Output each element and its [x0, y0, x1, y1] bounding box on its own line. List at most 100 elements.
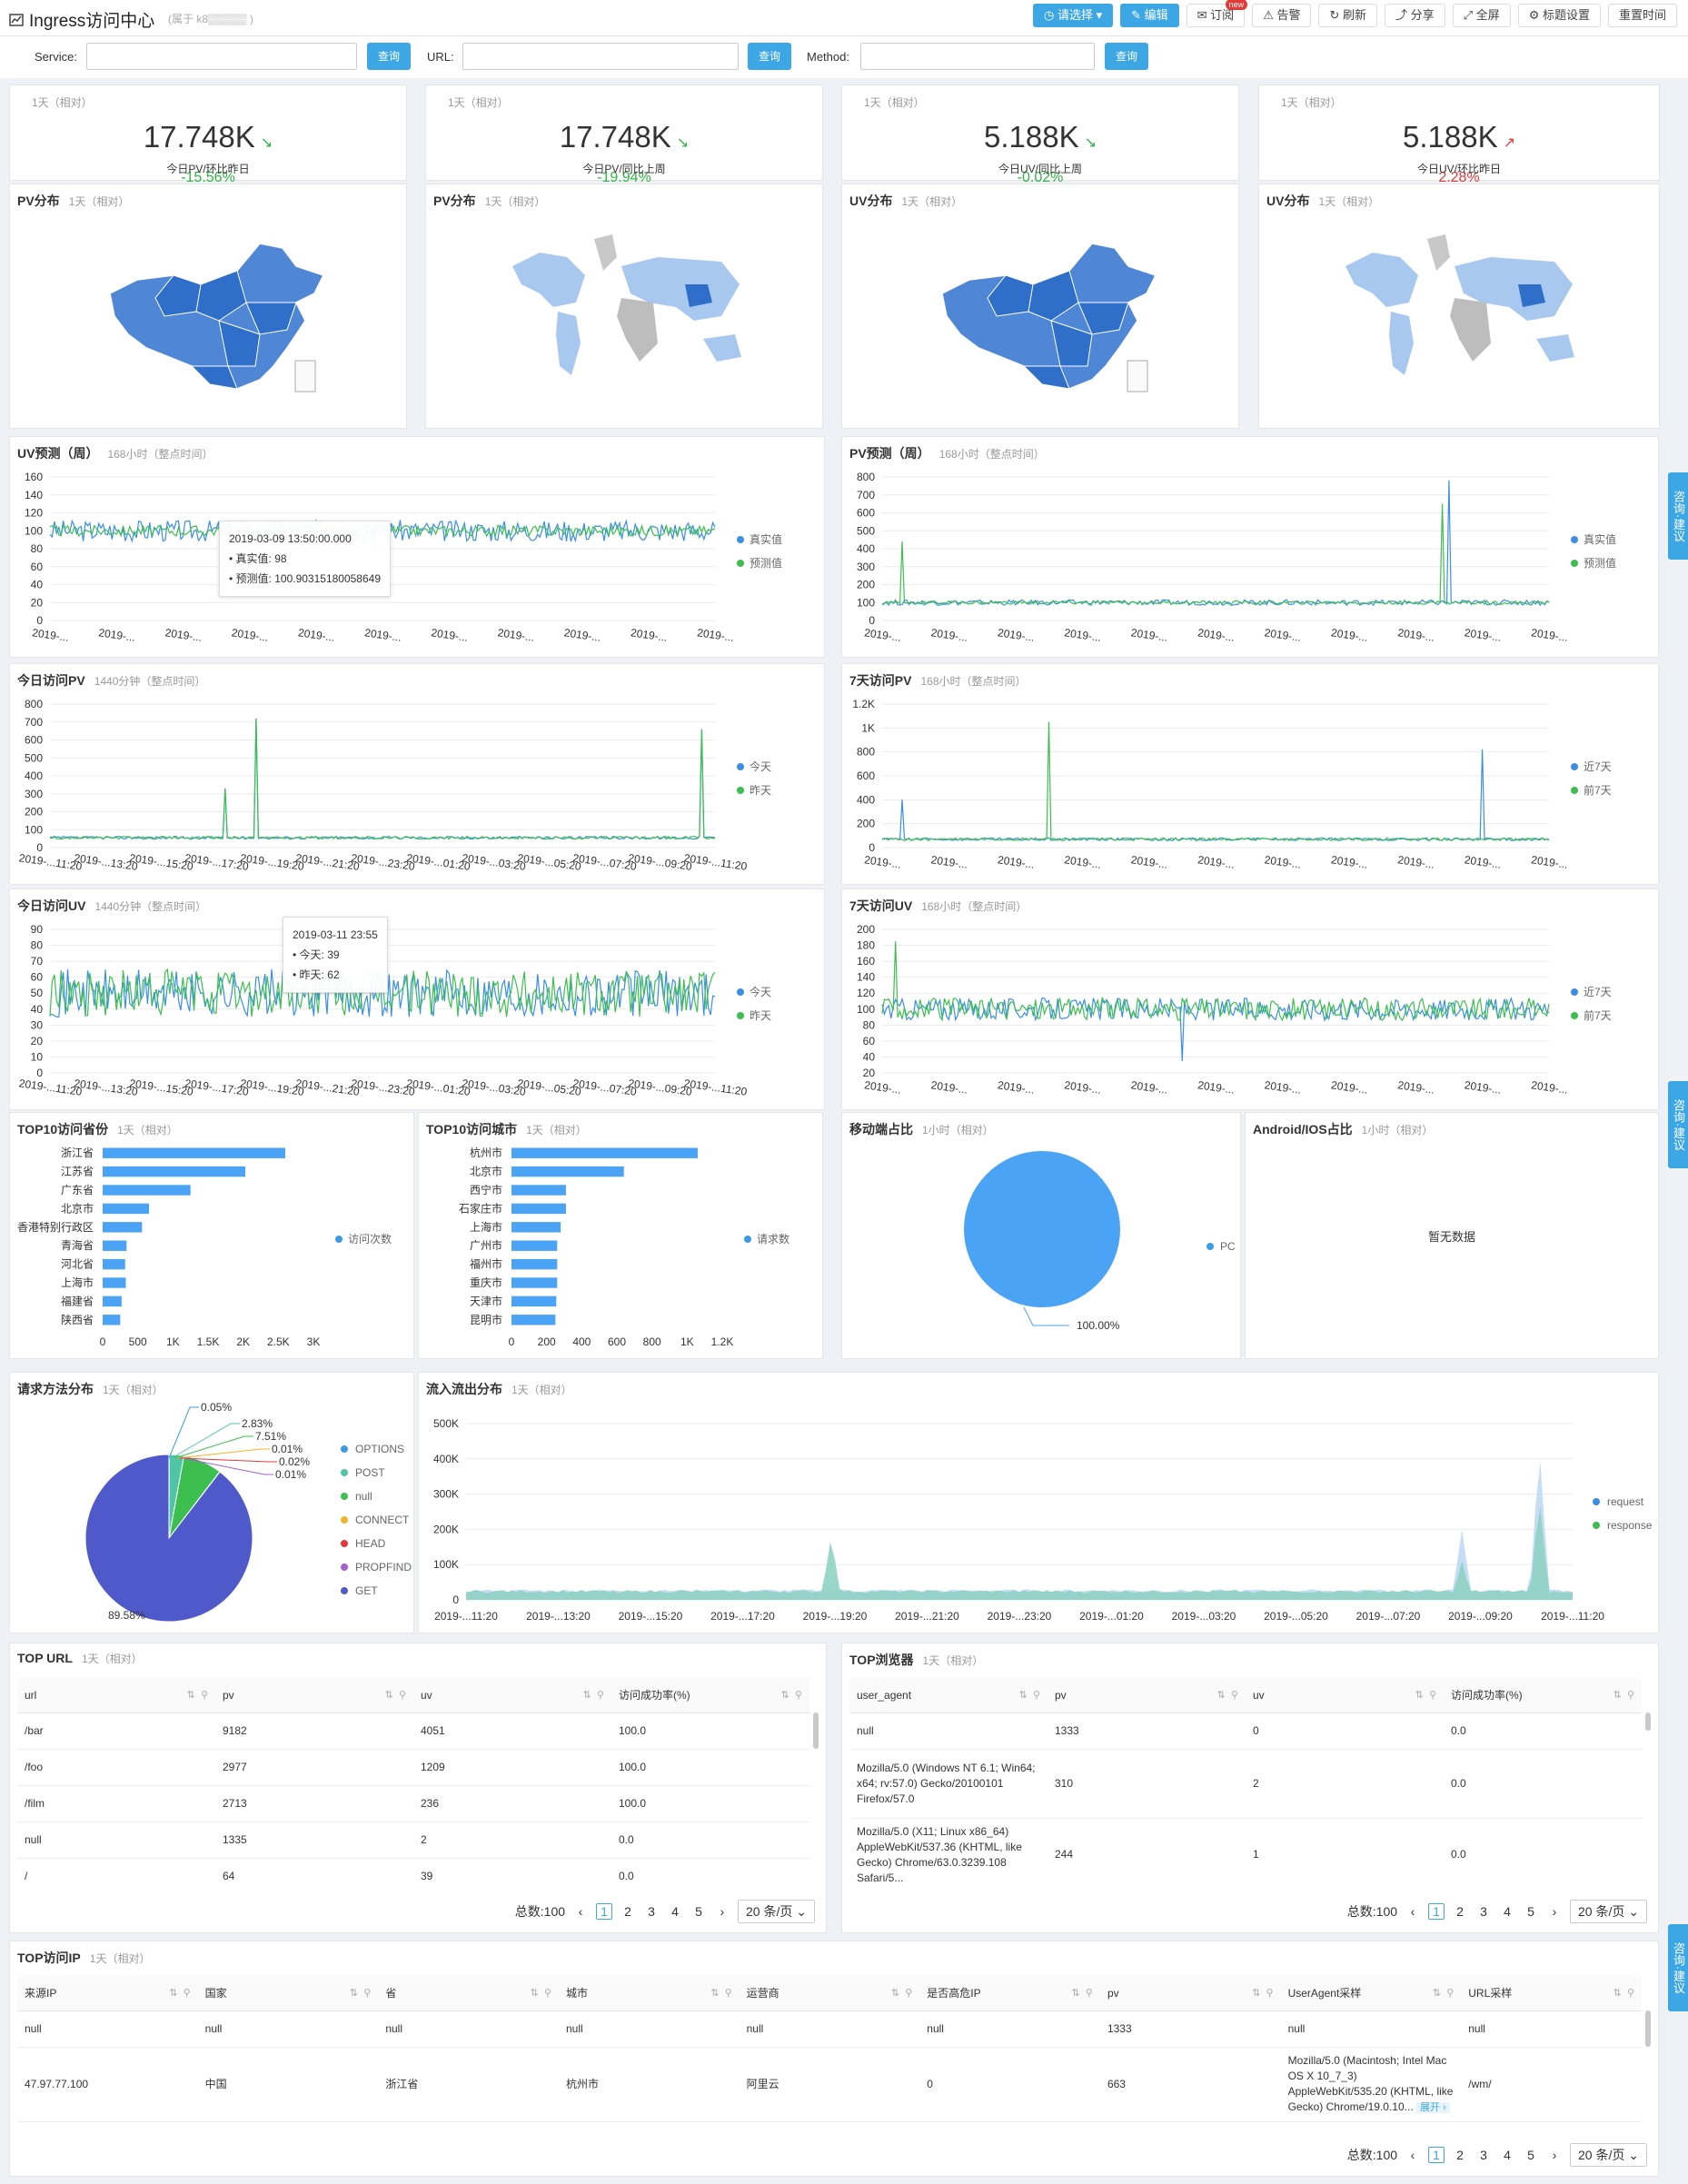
column-header[interactable]: uv ⇅ ⚲	[413, 1678, 611, 1713]
page-button[interactable]: 2	[1456, 2148, 1464, 2162]
bar	[103, 1296, 122, 1307]
feedback-tab[interactable]: 咨询·建议	[1668, 1081, 1688, 1168]
table-row[interactable]: 47.97.77.100 中国 浙江省 杭州市 阿里云 0 663 Mozilla/5.0 (…	[17, 2047, 1642, 2122]
page-button[interactable]: 5	[695, 1904, 702, 1919]
table-row[interactable]: Mozilla/5.0 (X11; Linux x86_64) AppleWeb…	[849, 1818, 1642, 1891]
android-ios-card: Android/IOS占比 1小时（相对） 暂无数据	[1245, 1112, 1659, 1359]
column-header[interactable]: 运营商 ⇅ ⚲	[739, 1976, 920, 2011]
x-tick-label: 1K	[166, 1335, 180, 1348]
x-tick-label: 2019-...	[1130, 626, 1168, 644]
page-size-select[interactable]: 20 条/页 ⌄	[1570, 2143, 1647, 2167]
table-row[interactable]: Mozilla/5.0 (Windows NT 6.1; Win64; x64;…	[849, 1749, 1642, 1819]
next-page-button[interactable]: ›	[1552, 1904, 1557, 1919]
alert-button[interactable]: ⚠ 告警	[1252, 4, 1312, 27]
page-button[interactable]: 4	[1504, 2148, 1511, 2162]
x-tick-label: 2019-...11:20	[683, 851, 748, 873]
bar-category-label: 河北省	[61, 1258, 94, 1271]
column-header[interactable]: pv ⇅ ⚲	[1048, 1678, 1246, 1713]
column-header[interactable]: pv ⇅ ⚲	[215, 1678, 413, 1713]
scrollbar[interactable]	[1645, 2010, 1651, 2047]
column-header[interactable]: URL采样 ⇅ ⚲	[1461, 1976, 1642, 2011]
prev-page-button[interactable]: ‹	[1410, 1904, 1415, 1919]
service-query-button[interactable]: 查询	[367, 43, 411, 70]
table-row[interactable]: /64 39 0.0	[17, 1858, 809, 1891]
feedback-tab[interactable]: 咨询·建议	[1668, 472, 1688, 560]
table-row[interactable]: null null null null null null 1333 null null	[17, 2010, 1642, 2048]
expand-link[interactable]: 展开 ›	[1416, 2101, 1450, 2113]
page-button[interactable]: 1	[1428, 2147, 1445, 2163]
page-button[interactable]: 3	[1480, 1904, 1487, 1919]
url-query-button[interactable]: 查询	[748, 43, 791, 70]
select-dropdown[interactable]: ◷ 请选择 ▾	[1033, 4, 1114, 27]
x-tick-label: 0	[100, 1335, 106, 1348]
page-button[interactable]: 2	[624, 1904, 631, 1919]
table-row[interactable]: null 1335 2 0.0	[17, 1822, 809, 1859]
column-header[interactable]: 访问成功率(%) ⇅ ⚲	[611, 1678, 809, 1713]
legend-dot	[341, 1540, 348, 1547]
column-header[interactable]: user_agent ⇅ ⚲	[849, 1678, 1048, 1713]
page-size-select[interactable]: 20 条/页 ⌄	[738, 1900, 815, 1923]
table-row[interactable]: null 1333 0 0.0	[849, 1712, 1642, 1750]
legend-dot	[1593, 1522, 1600, 1529]
table-cell: 0.0	[611, 1822, 809, 1859]
refresh-button[interactable]: ↻ 刷新	[1318, 4, 1378, 27]
column-header[interactable]: uv ⇅ ⚲	[1246, 1678, 1444, 1713]
column-header[interactable]: 城市 ⇅ ⚲	[558, 1976, 740, 2011]
column-header[interactable]: 省 ⇅ ⚲	[378, 1976, 559, 2011]
x-tick-label: 2019-...	[1530, 853, 1568, 871]
series-line	[881, 721, 1550, 842]
column-header[interactable]: 国家 ⇅ ⚲	[197, 1976, 379, 2011]
page-button[interactable]: 3	[648, 1904, 655, 1919]
column-header[interactable]: url ⇅ ⚲	[17, 1678, 215, 1713]
title-settings-button[interactable]: ⚙ 标题设置	[1517, 4, 1601, 27]
reset-time-button[interactable]: 重置时间	[1607, 4, 1677, 27]
column-header[interactable]: 来源IP ⇅ ⚲	[17, 1976, 198, 2011]
url-input[interactable]	[462, 43, 739, 70]
next-page-button[interactable]: ›	[720, 1904, 725, 1919]
page-button[interactable]: 4	[671, 1904, 679, 1919]
column-header[interactable]: 访问成功率(%) ⇅ ⚲	[1444, 1678, 1642, 1713]
page-button[interactable]: 5	[1527, 1904, 1534, 1919]
method-input[interactable]	[860, 43, 1095, 70]
page-button[interactable]: 1	[596, 1903, 613, 1920]
prev-page-button[interactable]: ‹	[1410, 2148, 1415, 2162]
table-row[interactable]: /foo 2977 1209 100.0	[17, 1749, 809, 1786]
card-title: PV分布 1天（相对）	[17, 194, 130, 208]
table-cell: 47.97.77.100	[17, 2047, 198, 2122]
share-button[interactable]: ⤴ 分享	[1385, 4, 1445, 27]
prev-page-button[interactable]: ‹	[578, 1904, 583, 1919]
page-button[interactable]: 1	[1428, 1903, 1445, 1920]
scrollbar[interactable]	[813, 1712, 819, 1749]
method-query-button[interactable]: 查询	[1105, 43, 1148, 70]
table-row[interactable]: /bar 9182 4051 100.0	[17, 1712, 809, 1750]
fullscreen-button[interactable]: ⤢ 全屏	[1452, 4, 1511, 27]
column-header[interactable]: UserAgent采样 ⇅ ⚲	[1280, 1976, 1462, 2011]
card-title: TOP URL 1天（相对）	[17, 1651, 143, 1665]
service-input[interactable]	[86, 43, 357, 70]
chart-tooltip: 2019-03-09 13:50:00.000 • 真实值: 98 • 预测值: 1…	[219, 521, 392, 597]
y-tick-label: 0	[452, 1593, 459, 1606]
total-count: 总数:100	[514, 1904, 566, 1919]
page-button[interactable]: 5	[1527, 2148, 1534, 2162]
page-button[interactable]: 4	[1504, 1904, 1511, 1919]
line-chart-svg: 80070060050040030020010002019-...11:2020…	[18, 698, 771, 873]
page-button[interactable]: 2	[1456, 1904, 1464, 1919]
bar-category-label: 北京市	[470, 1165, 502, 1178]
column-header[interactable]: pv ⇅ ⚲	[1099, 1976, 1281, 2011]
uv-forecast-chart: UV预测（周） 168小时（整点时间） 160 140 120 100 80 60 40 20 0 2…	[9, 436, 825, 658]
pie-slice-pc	[964, 1151, 1120, 1307]
next-page-button[interactable]: ›	[1552, 2148, 1557, 2162]
table-cell: /wm/	[1461, 2047, 1642, 2122]
feedback-tab[interactable]: 咨询·建议	[1668, 1924, 1688, 2011]
page-size-select[interactable]: 20 条/页 ⌄	[1570, 1900, 1647, 1923]
subscribe-button[interactable]: ✉ 订阅 new	[1186, 0, 1248, 27]
column-header[interactable]: 是否高危IP ⇅ ⚲	[919, 1976, 1100, 2011]
table-row[interactable]: /film 2713 236 100.0	[17, 1785, 809, 1822]
x-tick-label: 2019-...	[997, 626, 1035, 644]
page-button[interactable]: 3	[1480, 2148, 1487, 2162]
series-line	[881, 749, 1550, 842]
pie-label: 0.05%	[201, 1401, 232, 1414]
edit-button[interactable]: ✎ 编辑	[1120, 4, 1179, 27]
scrollbar[interactable]	[1645, 1712, 1651, 1731]
x-tick-label: 2019-...05:20	[1264, 1610, 1328, 1623]
